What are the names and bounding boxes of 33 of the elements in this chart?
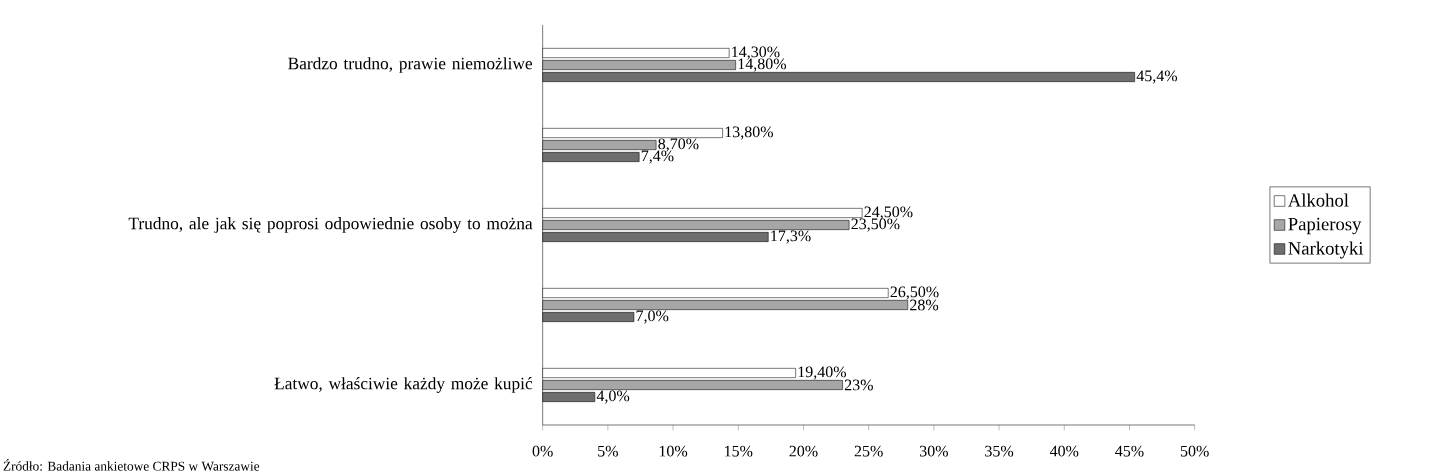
data-label: 23,50% [851,218,900,232]
legend-label: Papierosy [1288,217,1362,235]
x-tick-label: 30% [919,445,948,457]
data-label: 14,80% [738,58,787,72]
data-label: 4,0% [596,390,630,404]
data-label: 17,3% [771,230,811,244]
data-label: 13,80% [725,126,773,140]
data-label: 7,4% [641,150,674,164]
x-tick-label: 15% [725,445,753,457]
y-tick-label: Trudno, ale jak się poprosi odpowiednie osoby to można [128,217,533,233]
data-label: 45,4% [1136,70,1178,84]
data-label: 14,30% [732,46,780,60]
x-tick-label: 10% [659,445,688,457]
data-label: 24,50% [864,206,913,220]
data-label: 28% [910,299,939,311]
x-tick-label: 0% [532,445,553,457]
data-label: 19,40% [798,366,847,380]
x-tick-label: 45% [1115,445,1144,457]
legend-label: Alkohol [1287,193,1349,207]
x-tick-label: 20% [789,445,818,457]
x-tick-label: 40% [1049,445,1079,457]
x-tick-label: 50% [1180,445,1209,457]
data-label: 8,70% [658,138,699,152]
data-label: 23% [844,379,873,391]
y-tick-label: Bardzo trudno, prawie niemożliwe [288,57,533,73]
y-tick-label: Łatwo, właściwie każdy może kupić [274,377,533,393]
data-label: 26,50% [890,286,939,300]
x-tick-label: 25% [854,445,883,457]
legend-label: Narkotyki [1288,241,1364,259]
text: Źródło: Badania ankietowe CRPS w Warszawie [3,459,260,471]
data-label: 7,0% [636,310,669,324]
x-tick-label: 35% [985,445,1014,457]
x-tick-label: 5% [598,445,618,457]
